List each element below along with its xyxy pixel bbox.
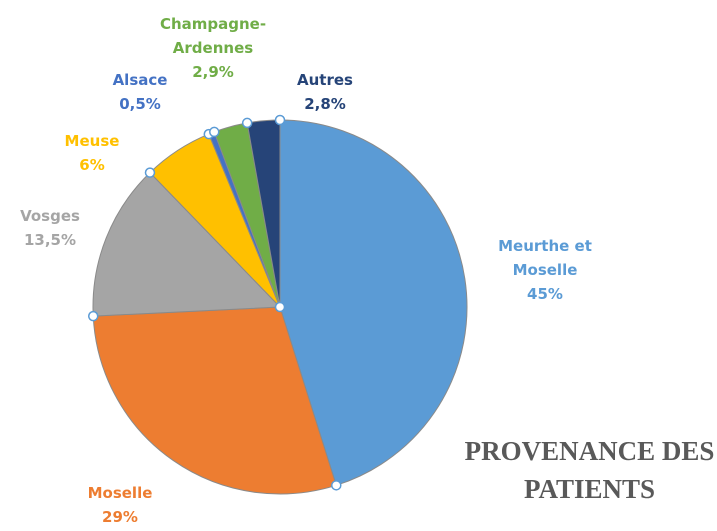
category-name: Meuse [64,132,120,150]
slice-label: Meuse 6% [52,129,132,177]
category-name: Alsace [112,71,168,89]
category-name: Vosges [20,207,80,225]
slice-handle [87,310,99,322]
slice-label: Alsace 0,5% [100,68,180,116]
chart-title: PROVENANCE DES PATIENTS [464,436,715,504]
pie-slice [92,171,282,317]
slice-handle [144,167,156,178]
value-label: 13,5% [23,231,77,249]
slice-label: Vosges 13,5% [5,204,95,252]
value-label: 0,5% [119,95,161,113]
value-label: 45% [527,285,563,303]
slice-handle [241,117,253,129]
category-name: Champagne-Ardennes [159,15,267,57]
slice-label: Meurthe et Moselle 45% [485,234,605,306]
slice-label: Moselle 29% [65,481,175,529]
slice-label: Autres 2,8% [285,68,365,116]
pie-slice [279,119,468,486]
category-name: Autres [297,71,353,89]
slice-handle [331,480,342,491]
slice-label: Champagne-Ardennes 2,9% [158,12,268,84]
slice-handle [274,114,286,126]
value-label: 6% [79,156,105,174]
value-label: 2,9% [192,63,234,81]
value-label: 29% [102,508,138,526]
category-name: Moselle [87,484,153,502]
slice-handle [209,126,220,138]
category-name: Meurthe et Moselle [498,237,592,279]
slice-handle [274,301,286,313]
pie-slice [92,306,337,495]
value-label: 2,8% [304,95,346,113]
